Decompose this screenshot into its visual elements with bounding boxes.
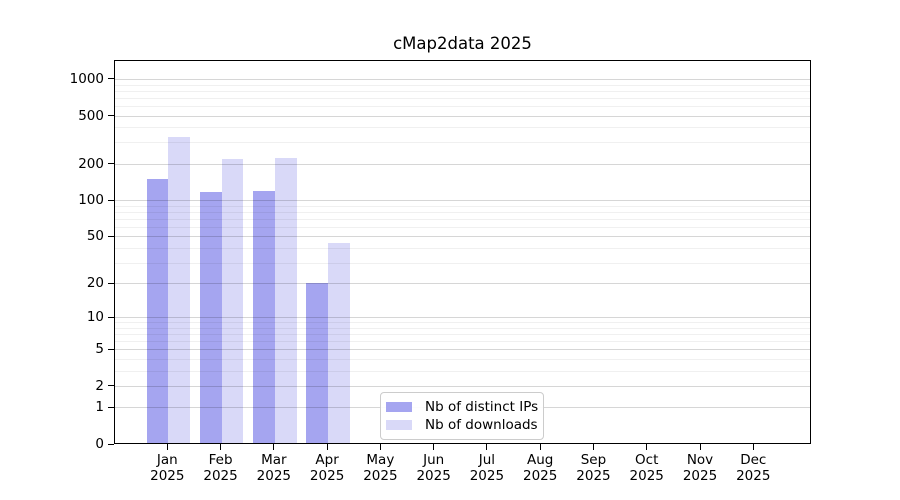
legend-swatch-distinct-ips	[386, 402, 412, 412]
major-gridline-200	[115, 163, 810, 165]
chart-title: cMap2data 2025	[393, 34, 532, 53]
y-tick-mark-20	[108, 282, 114, 284]
major-gridline-50	[115, 236, 810, 238]
x-tick-mark-jun	[433, 444, 435, 450]
major-gridline-2	[115, 385, 810, 387]
legend-label-downloads: Nb of downloads	[425, 417, 538, 433]
x-tick-label-aug: Aug 2025	[523, 452, 558, 484]
legend-label-distinct-ips: Nb of distinct IPs	[425, 399, 539, 415]
minor-gridline-70	[115, 218, 810, 220]
bar-nb-of-distinct-ips-mar	[253, 190, 275, 443]
y-tick-label-5: 5	[95, 341, 104, 358]
x-tick-label-feb: Feb 2025	[203, 452, 238, 484]
y-tick-mark-1	[108, 406, 114, 408]
y-tick-mark-10	[108, 316, 114, 318]
y-tick-mark-100	[108, 199, 114, 201]
major-gridline-500	[115, 115, 810, 117]
y-tick-label-1: 1	[95, 399, 104, 416]
x-tick-mark-feb	[220, 444, 222, 450]
y-tick-label-20: 20	[86, 275, 104, 292]
minor-gridline-400	[115, 127, 810, 129]
x-tick-mark-aug	[539, 444, 541, 450]
y-tick-mark-200	[108, 163, 114, 165]
minor-gridline-6	[115, 341, 810, 343]
x-tick-mark-apr	[326, 444, 328, 450]
major-gridline-10	[115, 317, 810, 319]
minor-gridline-9	[115, 322, 810, 324]
y-tick-label-50: 50	[86, 228, 104, 245]
y-tick-mark-50	[108, 235, 114, 237]
bar-nb-of-distinct-ips-apr	[306, 283, 329, 443]
bar-nb-of-distinct-ips-feb	[199, 191, 222, 443]
y-tick-label-2: 2	[95, 377, 104, 394]
y-tick-mark-500	[108, 115, 114, 117]
x-tick-mark-dec	[752, 444, 754, 450]
bar-nb-of-downloads-mar	[274, 158, 297, 443]
bar-nb-of-downloads-jan	[168, 137, 191, 443]
x-tick-mark-oct	[646, 444, 648, 450]
x-tick-label-mar: Mar 2025	[256, 452, 291, 484]
y-tick-mark-2	[108, 385, 114, 387]
x-tick-label-may: May 2025	[363, 452, 398, 484]
x-tick-mark-may	[379, 444, 381, 450]
x-tick-label-nov: Nov 2025	[682, 452, 718, 484]
y-tick-label-200: 200	[78, 155, 104, 172]
y-tick-mark-5	[108, 348, 114, 350]
minor-gridline-900	[115, 84, 810, 86]
x-tick-mark-jan	[166, 444, 168, 450]
x-tick-mark-mar	[273, 444, 275, 450]
x-tick-label-dec: Dec 2025	[736, 452, 771, 484]
minor-gridline-30	[115, 262, 810, 264]
minor-gridline-800	[115, 90, 810, 92]
major-gridline-100	[115, 200, 810, 202]
minor-gridline-40	[115, 247, 810, 249]
minor-gridline-8	[115, 327, 810, 329]
minor-gridline-90	[115, 205, 810, 207]
x-tick-mark-nov	[699, 444, 701, 450]
x-tick-label-oct: Oct 2025	[629, 452, 664, 484]
plot-area	[114, 60, 811, 444]
legend-item-distinct-ips: Nb of distinct IPs	[386, 399, 539, 415]
x-tick-label-jun: Jun 2025	[416, 452, 451, 484]
minor-gridline-700	[115, 97, 810, 99]
y-tick-label-1000: 1000	[69, 70, 104, 87]
y-tick-mark-0	[108, 443, 114, 445]
minor-gridline-300	[115, 142, 810, 144]
y-tick-label-10: 10	[86, 309, 104, 326]
x-tick-mark-sep	[592, 444, 594, 450]
x-tick-label-jul: Jul 2025	[469, 452, 505, 484]
y-tick-label-500: 500	[78, 107, 104, 124]
major-gridline-20	[115, 283, 810, 285]
minor-gridline-4	[115, 358, 810, 360]
bar-nb-of-distinct-ips-jan	[146, 178, 169, 443]
y-tick-label-100: 100	[78, 192, 104, 209]
major-gridline-1000	[115, 78, 810, 80]
minor-gridline-80	[115, 211, 810, 213]
x-tick-mark-jul	[486, 444, 488, 450]
x-tick-label-apr: Apr 2025	[309, 452, 345, 484]
x-tick-label-jan: Jan 2025	[150, 452, 185, 484]
bar-nb-of-downloads-feb	[221, 159, 244, 443]
minor-gridline-7	[115, 334, 810, 336]
minor-gridline-60	[115, 226, 810, 228]
legend: Nb of distinct IPs Nb of downloads	[380, 392, 544, 440]
minor-gridline-600	[115, 105, 810, 107]
legend-item-downloads: Nb of downloads	[386, 417, 538, 433]
bar-nb-of-downloads-apr	[328, 242, 350, 443]
x-tick-label-sep: Sep 2025	[576, 452, 611, 484]
y-tick-label-0: 0	[95, 436, 104, 452]
y-tick-mark-1000	[108, 78, 114, 80]
minor-gridline-3	[115, 370, 810, 372]
legend-swatch-downloads	[386, 420, 412, 430]
major-gridline-5	[115, 349, 810, 351]
